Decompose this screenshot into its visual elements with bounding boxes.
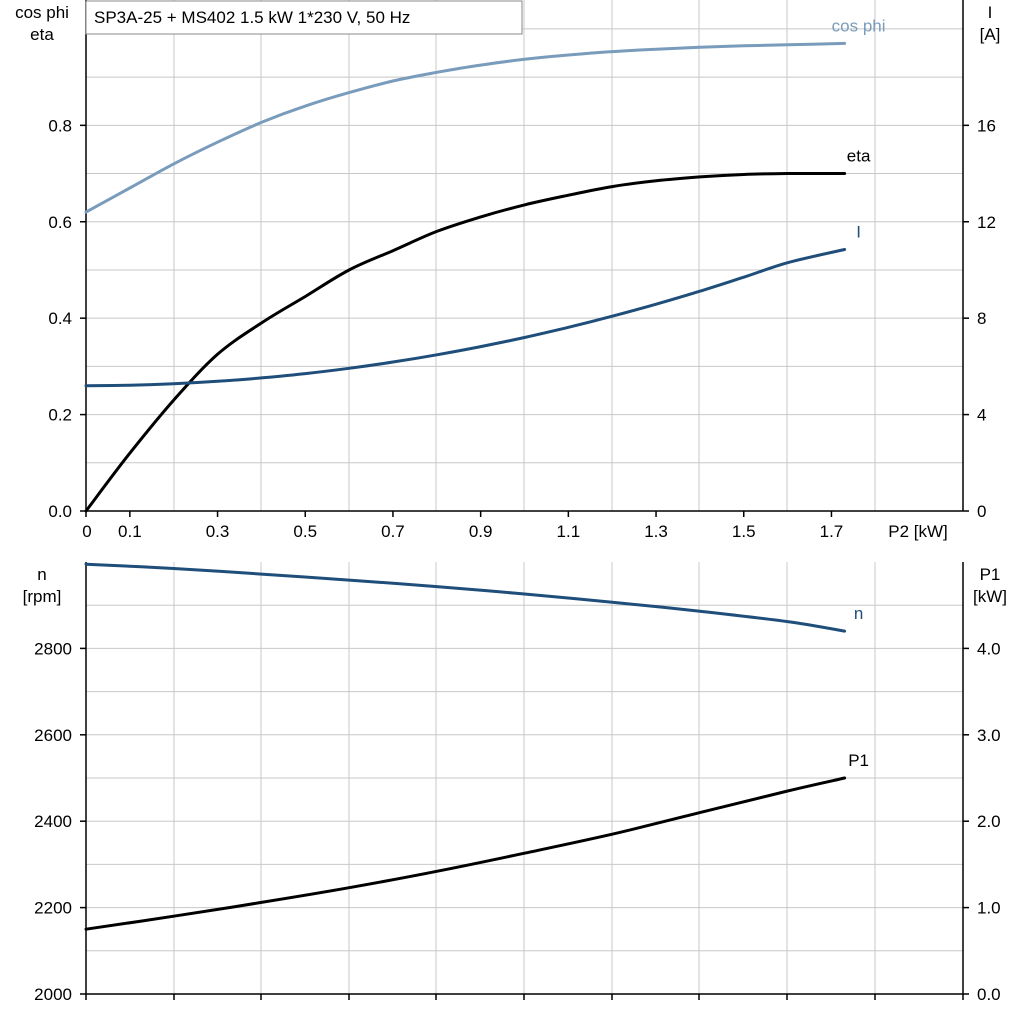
x-tick-label: 0.7 bbox=[381, 522, 405, 541]
left-tick-label: 2000 bbox=[34, 985, 72, 1004]
left-axis-title: n bbox=[37, 565, 46, 584]
x-axis-title: P2 [kW] bbox=[888, 522, 948, 541]
right-tick-label: 4.0 bbox=[977, 639, 1001, 658]
right-axis-title: [A] bbox=[980, 25, 1001, 44]
right-tick-label: 8 bbox=[977, 309, 986, 328]
left-tick-label: 2800 bbox=[34, 639, 72, 658]
left-tick-label: 2600 bbox=[34, 726, 72, 745]
right-tick-label: 16 bbox=[977, 116, 996, 135]
series-line-cos-phi bbox=[84, 41, 847, 214]
x-tick-label: 0.5 bbox=[293, 522, 317, 541]
right-tick-label: 1.0 bbox=[977, 899, 1001, 918]
right-tick-label: 12 bbox=[977, 213, 996, 232]
left-axis-title: eta bbox=[30, 25, 54, 44]
right-tick-label: 4 bbox=[977, 406, 986, 425]
left-tick-label: 0.8 bbox=[48, 116, 72, 135]
left-tick-label: 2400 bbox=[34, 812, 72, 831]
series-line-eta bbox=[84, 171, 847, 513]
series-line-n bbox=[84, 562, 847, 633]
right-tick-label: 0.0 bbox=[977, 985, 1001, 1004]
left-axis-title: [rpm] bbox=[23, 587, 62, 606]
series-label-n: n bbox=[854, 604, 863, 623]
series-label-eta: eta bbox=[847, 147, 871, 166]
right-axis-title: I bbox=[988, 3, 993, 22]
title-box: SP3A-25 + MS402 1.5 kW 1*230 V, 50 Hz bbox=[85, 0, 523, 35]
x-tick-label: 0 bbox=[82, 522, 91, 541]
x-tick-label: 0.9 bbox=[469, 522, 493, 541]
right-tick-label: 3.0 bbox=[977, 726, 1001, 745]
chart-title: SP3A-25 + MS402 1.5 kW 1*230 V, 50 Hz bbox=[94, 8, 410, 27]
x-tick-label: 1.7 bbox=[820, 522, 844, 541]
right-tick-label: 2.0 bbox=[977, 812, 1001, 831]
series-line-i bbox=[84, 248, 847, 388]
x-tick-label: 0.3 bbox=[206, 522, 230, 541]
right-axis-title: P1 bbox=[980, 565, 1001, 584]
left-tick-label: 0.4 bbox=[48, 309, 72, 328]
series-label-cos-phi: cos phi bbox=[832, 16, 886, 35]
right-tick-label: 0 bbox=[977, 502, 986, 521]
bottom-chart-panel: 2000 2200 2400 2600 2800 0.0 1.0 2.0 3.0 4.0 n [rpm… bbox=[23, 562, 1007, 1004]
series-label-p1: P1 bbox=[848, 751, 869, 770]
left-tick-label: 0.6 bbox=[48, 213, 72, 232]
x-tick-label: 0.1 bbox=[118, 522, 142, 541]
series-label-i: I bbox=[856, 222, 861, 241]
left-axis-title: cos phi bbox=[15, 3, 69, 22]
left-tick-label: 2200 bbox=[34, 899, 72, 918]
x-tick-label: 1.1 bbox=[557, 522, 581, 541]
x-tick-label: 1.5 bbox=[732, 522, 756, 541]
left-tick-label: 0.0 bbox=[48, 502, 72, 521]
series-line-p1 bbox=[84, 776, 847, 931]
title-box-border bbox=[85, 0, 523, 35]
right-axis-title: [kW] bbox=[973, 587, 1007, 606]
left-tick-label: 0.2 bbox=[48, 406, 72, 425]
x-tick-label: 1.3 bbox=[644, 522, 668, 541]
top-chart-panel: 0.0 0.2 0.4 0.6 0.8 0 4 8 12 16 cos phi eta I [A] 0 0.1… bbox=[15, 0, 1000, 541]
